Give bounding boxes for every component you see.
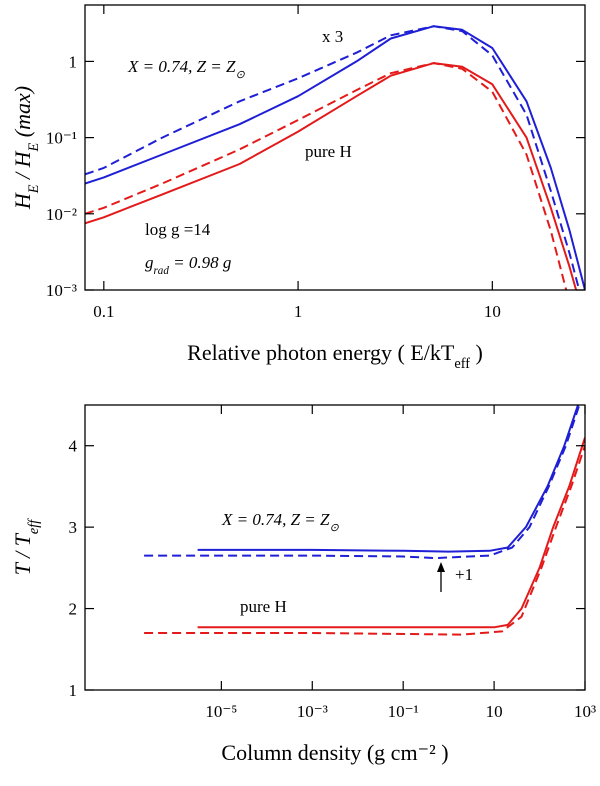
y-tick-label: 10⁻³ xyxy=(46,281,77,300)
annotation-part: log g =14 xyxy=(145,220,211,239)
line xyxy=(85,62,578,290)
annotation-part: rad xyxy=(154,265,170,277)
x-axis-label: Relative photon energy ( E/kTeff ) xyxy=(187,340,483,372)
annotation-part: pure H xyxy=(240,597,287,616)
x-tick-label: 10 xyxy=(484,302,501,321)
x-axis-label: Column density (g cm⁻² ) xyxy=(221,740,448,765)
arrow-head xyxy=(437,562,445,572)
y-tick-label: 2 xyxy=(69,600,78,619)
annotation: pure H xyxy=(240,597,287,616)
x-tick-label: 10⁻⁵ xyxy=(205,702,237,721)
line xyxy=(144,405,581,560)
line xyxy=(85,62,568,290)
y-axis-label-part: T / T xyxy=(10,532,35,575)
y-axis-label-part: E xyxy=(26,184,42,194)
line xyxy=(85,25,585,290)
x-axis-label-part: ) xyxy=(470,340,483,365)
plot-frame xyxy=(84,4,586,291)
x-axis-label-part: Column density (g cm⁻² ) xyxy=(221,740,448,765)
x-tick-label: 10⁻¹ xyxy=(388,702,419,721)
annotation-part: g xyxy=(145,253,154,272)
annotation-part: x 3 xyxy=(322,27,343,46)
annotation: X = 0.74, Z = Z⊙ xyxy=(127,57,246,81)
annotation: log g =14 xyxy=(145,220,211,239)
annotation-part: = 0.98 g xyxy=(169,253,231,272)
y-tick-label: 3 xyxy=(69,518,78,537)
annotation-part: pure H xyxy=(305,142,352,161)
line xyxy=(197,437,585,629)
y-axis-label: HE / HE (max) xyxy=(10,86,42,210)
x-tick-label: 10³ xyxy=(574,702,596,721)
line xyxy=(85,25,581,290)
y-axis-label-part: / H xyxy=(10,150,35,184)
line xyxy=(144,445,585,636)
line xyxy=(197,405,579,553)
annotation-part: ⊙ xyxy=(330,522,340,534)
y-tick-label: 10⁻² xyxy=(46,205,77,224)
x-tick-label: 10 xyxy=(486,702,503,721)
y-tick-label: 4 xyxy=(69,437,78,456)
y-tick-label: 1 xyxy=(69,52,78,71)
annotation: +1 xyxy=(455,565,473,584)
annotation-part: ⊙ xyxy=(236,69,246,81)
y-axis-label: T / Teff xyxy=(10,518,42,576)
y-axis-label-part: H xyxy=(10,192,35,210)
annotation: x 3 xyxy=(322,27,343,46)
annotation-part: X = 0.74, Z = Z xyxy=(221,510,330,529)
x-axis-label-part: Relative photon energy ( E/kT xyxy=(187,340,455,365)
annotation: pure H xyxy=(305,142,352,161)
x-tick-label: 1 xyxy=(294,302,303,321)
y-axis-label-part: E xyxy=(26,142,42,152)
annotation-part: X = 0.74, Z = Z xyxy=(127,57,236,76)
annotation: X = 0.74, Z = Z⊙ xyxy=(221,510,340,534)
plot-frame xyxy=(84,404,586,691)
annotation: grad = 0.98 g xyxy=(145,253,231,277)
y-tick-label: 10⁻¹ xyxy=(46,129,77,148)
annotation-part: +1 xyxy=(455,565,473,584)
x-tick-label: 0.1 xyxy=(93,302,114,321)
x-axis-label-part: eff xyxy=(454,356,470,372)
y-axis-label-part: eff xyxy=(26,518,42,534)
y-tick-label: 1 xyxy=(69,681,78,700)
y-axis-label-part: (max) xyxy=(10,86,35,143)
x-tick-label: 10⁻³ xyxy=(297,702,328,721)
